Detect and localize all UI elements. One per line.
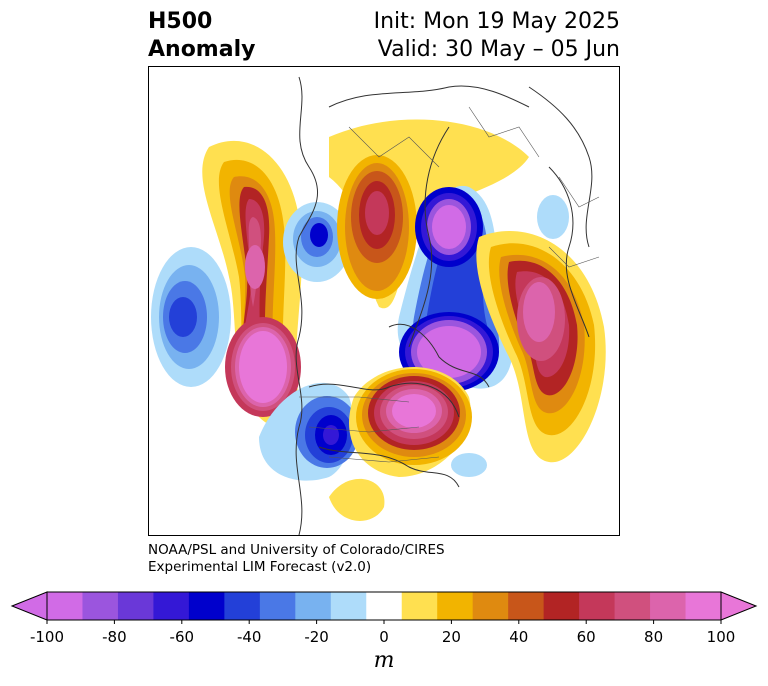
anomaly-trough-atlantic xyxy=(451,453,487,477)
colorbar-cell xyxy=(472,592,509,620)
credit-line-1: NOAA/PSL and University of Colorado/CIRE… xyxy=(148,542,445,558)
anomaly-ridge-siberia xyxy=(329,119,529,309)
colorbar-tick-label: -100 xyxy=(29,628,65,646)
colorbar-cell xyxy=(330,592,367,620)
colorbar-tick-label: -80 xyxy=(102,628,127,646)
colorbar-cell xyxy=(366,592,403,620)
colorbar-cell xyxy=(295,592,332,620)
colorbar-over-arrow xyxy=(720,591,758,621)
colorbar-cell xyxy=(437,592,474,620)
colorbar-cell xyxy=(153,592,190,620)
colorbar-cell xyxy=(650,592,687,620)
anomaly-trough-pacific xyxy=(151,247,231,387)
colorbar-cell xyxy=(47,592,83,620)
colorbar-tick-label: -40 xyxy=(236,628,262,646)
credit-line-2: Experimental LIM Forecast (v2.0) xyxy=(148,559,372,575)
colorbar-unit: m xyxy=(373,648,395,673)
colorbar-under-arrow xyxy=(10,591,48,621)
anomaly-trough-alaska xyxy=(283,202,351,282)
colorbar xyxy=(10,591,758,624)
anomaly-ridge-west-coast xyxy=(202,140,302,428)
anomaly-ridge-europe xyxy=(476,231,606,463)
colorbar-cell xyxy=(188,592,225,620)
colorbar-cell xyxy=(543,592,580,620)
init-date: Init: Mon 19 May 2025 xyxy=(373,9,620,34)
colorbar-tick-label: 40 xyxy=(509,628,529,646)
coastlines xyxy=(295,76,593,535)
anomaly-map xyxy=(148,66,620,536)
title-field-type: Anomaly xyxy=(148,37,256,62)
colorbar-tick-label: 80 xyxy=(644,628,664,646)
colorbar-cell xyxy=(82,592,119,620)
map-title: H500 Anomaly xyxy=(148,8,255,64)
colorbar-cell xyxy=(579,592,616,620)
colorbar-tick-label: 0 xyxy=(379,628,389,646)
colorbar-tick-label: -60 xyxy=(169,628,195,646)
colorbar-tick-label: 60 xyxy=(576,628,596,646)
colorbar-cell xyxy=(685,592,722,620)
colorbar-cell xyxy=(224,592,261,620)
colorbar-cell xyxy=(508,592,545,620)
political-borders xyxy=(299,106,600,463)
colorbar-tick-label: 100 xyxy=(706,628,736,646)
valid-period: Valid: 30 May – 05 Jun xyxy=(377,37,620,62)
colorbar-cell xyxy=(401,592,438,620)
colorbar-cell xyxy=(259,592,296,620)
colorbar-tick-label: 20 xyxy=(441,628,461,646)
title-variable: H500 xyxy=(148,9,213,34)
anomaly-trough-southwest-us xyxy=(259,382,359,481)
forecast-dates: Init: Mon 19 May 2025 Valid: 30 May – 05… xyxy=(374,8,620,64)
credit-text: NOAA/PSL and University of Colorado/CIRE… xyxy=(148,542,445,576)
colorbar-cell xyxy=(614,592,651,620)
anomaly-trough-barents xyxy=(537,195,569,239)
map-canvas xyxy=(151,76,606,535)
colorbar-cell xyxy=(117,592,154,620)
colorbar-tick-label: -20 xyxy=(304,628,329,646)
